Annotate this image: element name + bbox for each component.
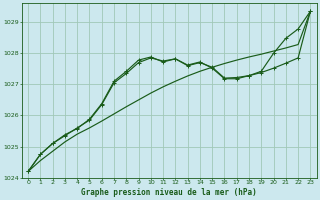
- X-axis label: Graphe pression niveau de la mer (hPa): Graphe pression niveau de la mer (hPa): [81, 188, 257, 197]
